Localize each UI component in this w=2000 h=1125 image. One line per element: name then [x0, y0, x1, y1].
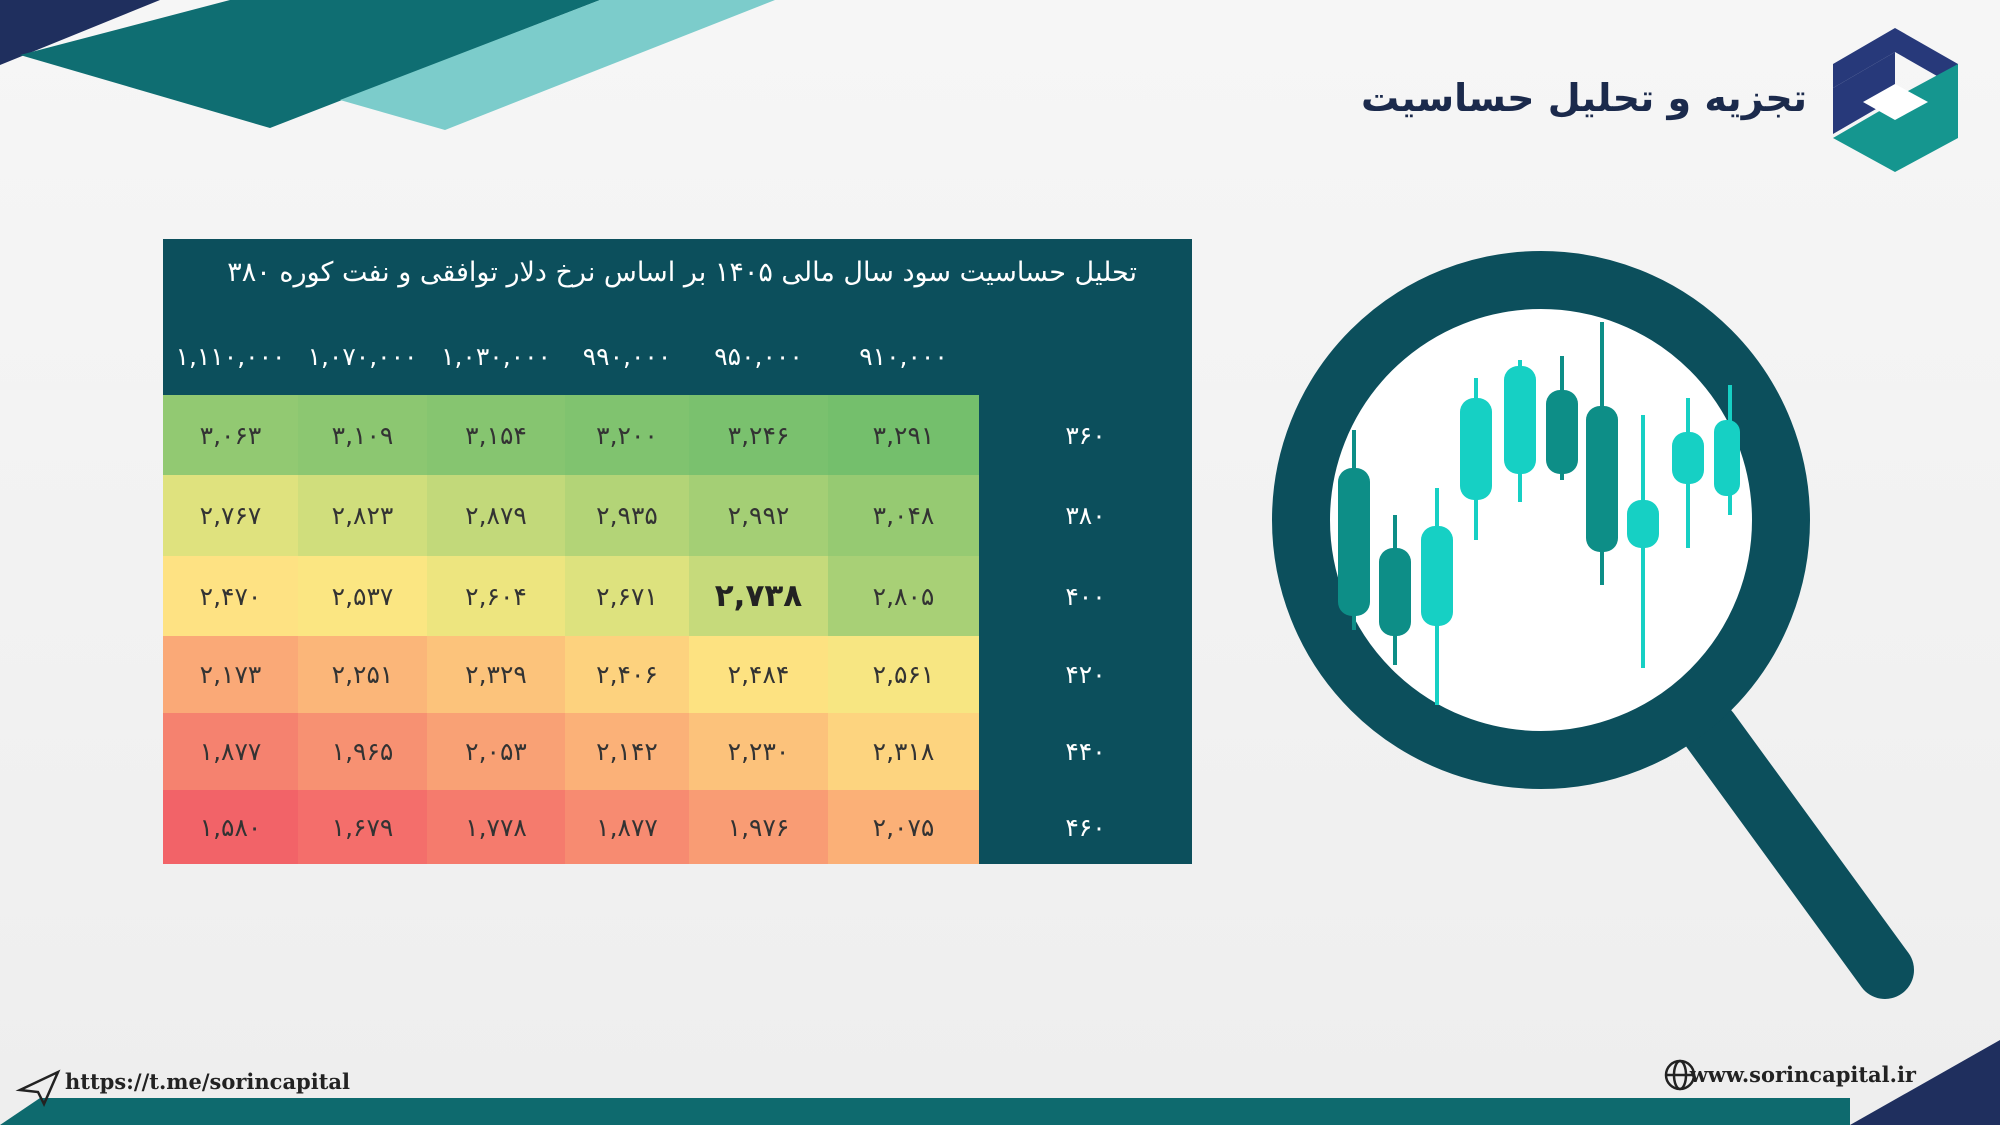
- cell: ۲,۸۰۵: [828, 556, 979, 636]
- cell: ۲,۰۵۳: [427, 713, 565, 790]
- table-grid: ۹۱۰,۰۰۰ ۹۵۰,۰۰۰ ۹۹۰,۰۰۰ ۱,۰۳۰,۰۰۰ ۱,۰۷۰,۰۰۰ ۱…: [163, 317, 1192, 864]
- column-header: ۹۱۰,۰۰۰: [859, 341, 948, 371]
- column-header: ۱,۱۱۰,۰۰۰: [175, 341, 286, 371]
- cell: ۲,۶۷۱: [565, 556, 689, 636]
- cell: ۲,۵۶۱: [828, 636, 979, 713]
- column-header: ۱,۰۳۰,۰۰۰: [441, 341, 551, 371]
- cell: ۲,۹۹۲: [689, 475, 828, 556]
- cell: ۲,۲۳۰: [689, 713, 828, 790]
- cell: ۲,۵۳۷: [298, 556, 427, 636]
- cell: ۱,۶۷۹: [298, 790, 427, 864]
- cell: ۲,۰۷۵: [828, 790, 979, 864]
- row-label: ۳۶۰: [1065, 420, 1106, 450]
- column-header: ۱,۰۷۰,۰۰۰: [307, 341, 418, 371]
- cell: ۲,۸۷۹: [427, 475, 565, 556]
- row-label: ۴۶۰: [1065, 812, 1106, 842]
- cell: ۲,۴۸۴: [689, 636, 828, 713]
- row-label: ۳۸۰: [1065, 501, 1106, 530]
- cell: ۱,۵۸۰: [163, 790, 298, 864]
- cell: ۱,۸۷۷: [565, 790, 689, 864]
- cell: ۲,۹۳۵: [565, 475, 689, 556]
- sensitivity-table: تحلیل حساسیت سود سال مالی ۱۴۰۵ بر اساس ن…: [163, 239, 1192, 864]
- cell: ۲,۸۲۳: [298, 475, 427, 556]
- cell: ۳,۲۹۱: [828, 395, 979, 475]
- cell: ۲,۷۳۸: [689, 556, 828, 636]
- cell: ۱,۹۶۵: [298, 713, 427, 790]
- corner-cell: [979, 317, 1192, 395]
- table-title: تحلیل حساسیت سود سال مالی ۱۴۰۵ بر اساس ن…: [227, 257, 1137, 288]
- column-header: ۹۵۰,۰۰۰: [714, 341, 803, 371]
- cell: ۲,۳۲۹: [427, 636, 565, 713]
- row-label: ۴۴۰: [1065, 737, 1106, 766]
- cell: ۳,۱۰۹: [298, 395, 427, 475]
- row-label: ۴۲۰: [1065, 660, 1106, 689]
- cell: ۳,۲۴۶: [689, 395, 828, 475]
- cell: ۲,۴۰۶: [565, 636, 689, 713]
- cell: ۳,۲۰۰: [565, 395, 689, 475]
- website-link[interactable]: www.sorincapital.ir: [1689, 1062, 1916, 1087]
- telegram-link[interactable]: https://t.me/sorincapital: [65, 1069, 351, 1094]
- cell: ۱,۸۷۷: [163, 713, 298, 790]
- row-label: ۴۰۰: [1065, 581, 1106, 611]
- cell: ۲,۱۴۲: [565, 713, 689, 790]
- cell: ۲,۶۰۴: [427, 556, 565, 636]
- cell: ۳,۱۵۴: [427, 395, 565, 475]
- header-title: تجزیه و تحلیل حساسیت: [1361, 76, 1807, 120]
- column-header: ۹۹۰,۰۰۰: [582, 341, 672, 371]
- cell: ۳,۰۴۸: [828, 475, 979, 556]
- cell: ۲,۲۵۱: [298, 636, 427, 713]
- cell: ۱,۷۷۸: [427, 790, 565, 864]
- cell: ۳,۰۶۳: [163, 395, 298, 475]
- cell: ۲,۱۷۳: [163, 636, 298, 713]
- cell: ۲,۳۱۸: [828, 713, 979, 790]
- cell: ۲,۴۷۰: [163, 556, 298, 636]
- cell: ۲,۷۶۷: [163, 475, 298, 556]
- cell: ۱,۹۷۶: [689, 790, 828, 864]
